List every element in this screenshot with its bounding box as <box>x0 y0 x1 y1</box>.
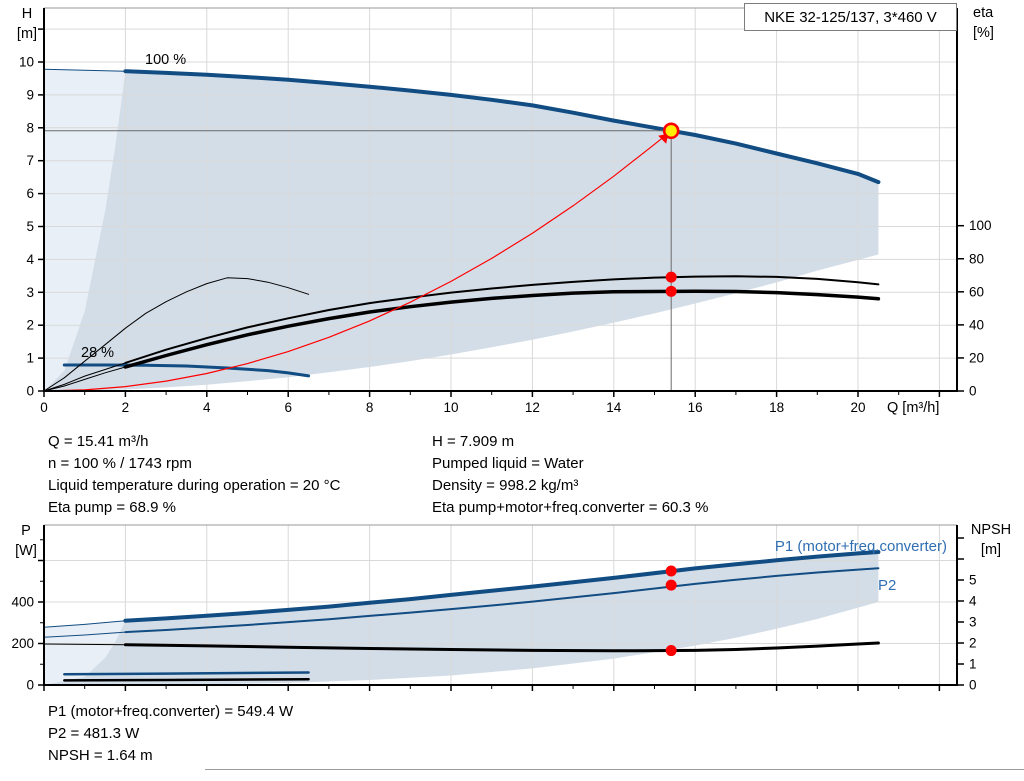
tick-label: 4 <box>26 252 34 267</box>
info-line: Liquid temperature during operation = 20… <box>48 477 341 494</box>
eta-total-curve <box>43 289 881 392</box>
tick-label: 1 <box>26 351 34 366</box>
curve-annotation: 100 % <box>145 52 186 68</box>
tick-label: 6 <box>284 400 292 415</box>
eta-pump-curve <box>43 275 880 392</box>
p2-curve-28pct <box>63 677 310 682</box>
tick-label: 16 <box>688 400 703 415</box>
tick-label: 3 <box>969 615 977 630</box>
tick-label: 400 <box>11 595 34 610</box>
info-line: H = 7.909 m <box>432 433 515 450</box>
result-dot <box>665 271 677 283</box>
npsh-curve <box>43 641 880 653</box>
p1-curve <box>43 550 881 628</box>
gridlines <box>44 525 957 685</box>
p-axis-label: P [W] <box>15 523 37 559</box>
result-dot <box>665 579 677 591</box>
curve-annotation: 28 % <box>81 345 114 361</box>
info-block-left: Q = 15.41 m³/h n = 100 % / 1743 rpm Liqu… <box>48 431 340 519</box>
info-block-right: H = 7.909 m Pumped liquid = Water Densit… <box>432 431 708 519</box>
tick-label: 60 <box>969 284 984 299</box>
info-line: n = 100 % / 1743 rpm <box>48 455 192 472</box>
info-line: P2 = 481.3 W <box>48 725 140 742</box>
info-line: Pumped liquid = Water <box>432 455 584 472</box>
tick-label: 6 <box>26 186 34 201</box>
head-curve-28pct <box>62 363 311 378</box>
envelope-light <box>44 620 126 685</box>
q-axis-label: Q [m³/h] <box>887 400 940 416</box>
curve-annotation: P2 <box>878 577 896 594</box>
eta-axis-label: eta [%] <box>973 5 994 41</box>
pump-title-box: NKE 32-125/137, 3*460 V <box>744 3 957 31</box>
tick-label: 12 <box>525 400 540 415</box>
info-line: Q = 15.41 m³/h <box>48 433 149 450</box>
tick-label: 0 <box>26 678 34 693</box>
tick-label: 3 <box>26 285 34 300</box>
tick-label: 4 <box>203 400 211 415</box>
info-line: NPSH = 1.64 m <box>48 747 153 764</box>
tick-label: 9 <box>26 87 34 102</box>
tick-label: 20 <box>850 400 865 415</box>
info-line: Eta pump+motor+freq.converter = 60.3 % <box>432 499 709 516</box>
tick-label: 2 <box>969 636 977 651</box>
envelope-main <box>44 71 879 391</box>
tick-label: 2 <box>26 318 34 333</box>
tick-label: 8 <box>366 400 374 415</box>
gridlines <box>44 8 957 391</box>
ticks: 0 2 4 6 8 10 12 14 16 18 2001234567891002040608010… <box>19 28 992 415</box>
ticks: 0 200 400 0 1 2 3 4 5 <box>11 537 977 693</box>
p1-curve-28pct <box>63 671 310 676</box>
tick-label: 200 <box>11 636 34 651</box>
tick-label: 18 <box>769 400 784 415</box>
tick-label: 10 <box>19 55 34 70</box>
pump-title: NKE 32-125/137, 3*460 V <box>764 8 937 26</box>
tick-label: 7 <box>26 153 34 168</box>
npsh-axis-label: NPSH [m] <box>970 522 1012 558</box>
tick-label: 40 <box>969 317 984 332</box>
info-line: P1 (motor+freq.converter) = 549.4 W <box>48 703 294 720</box>
info-line: Eta pump = 68.9 % <box>48 499 176 516</box>
duty-point-marker[interactable] <box>658 122 680 144</box>
tick-label: 5 <box>26 219 34 234</box>
eta-curve-28pct <box>43 277 310 392</box>
tick-label: 0 <box>969 678 977 693</box>
tick-label: 0 <box>969 384 977 399</box>
p2-curve <box>43 567 880 638</box>
tick-label: 100 <box>969 218 992 233</box>
tick-label: 5 <box>969 573 977 588</box>
tick-label: 80 <box>969 251 984 266</box>
bottom-divider <box>205 769 1024 770</box>
system-curve <box>43 130 672 392</box>
info-line: Density = 998.2 kg/m³ <box>432 477 579 494</box>
pump-head-eta-chart: 0 2 4 6 8 10 12 14 16 18 2001234567891002040608010… <box>19 7 992 415</box>
envelope-light <box>44 69 126 391</box>
tick-label: 1 <box>969 657 977 672</box>
result-dot <box>665 285 677 297</box>
tick-label: 14 <box>606 400 622 415</box>
tick-label: 10 <box>443 400 458 415</box>
tick-label: 20 <box>969 350 984 365</box>
result-dot <box>665 645 677 657</box>
duty-point-crosshair <box>44 130 672 391</box>
axes <box>43 524 958 686</box>
tick-label: 2 <box>122 400 130 415</box>
power-npsh-chart: 0 200 400 0 1 2 3 4 5 P1 (motor+freq.converter) P2 <box>11 524 977 693</box>
info-block-bottom: P1 (motor+freq.converter) = 549.4 W P2 =… <box>48 701 293 767</box>
head-curve-100pct <box>43 68 881 185</box>
result-dot <box>665 565 677 577</box>
tick-label: 8 <box>26 120 34 135</box>
h-axis-label: H [m] <box>16 6 38 42</box>
tick-label: 0 <box>26 384 34 399</box>
curve-annotation: P1 (motor+freq.converter) <box>775 538 947 555</box>
tick-label: 0 <box>40 400 48 415</box>
tick-label: 4 <box>969 594 977 609</box>
